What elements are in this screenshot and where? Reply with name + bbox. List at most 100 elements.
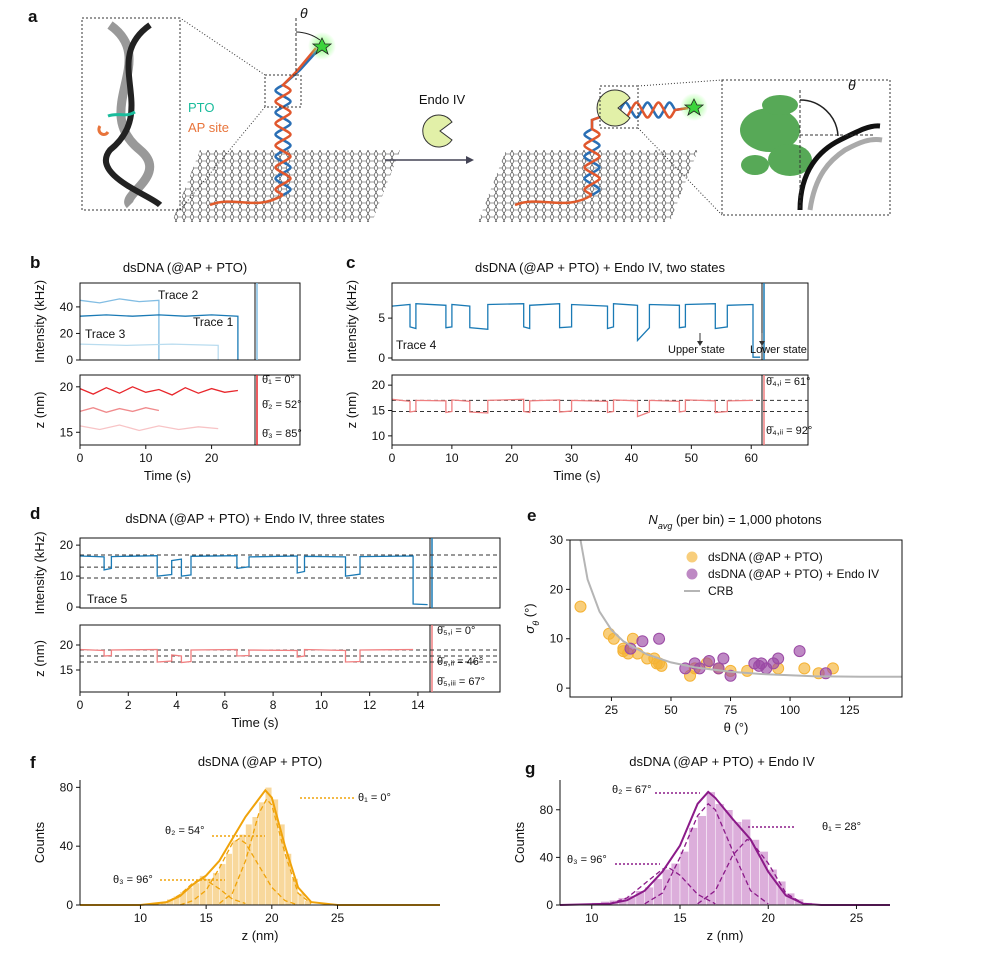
x-tick-label: 10 bbox=[134, 911, 148, 925]
x-tick-label: 2 bbox=[125, 698, 132, 712]
plot-frame bbox=[79, 537, 431, 609]
plot-frame bbox=[391, 374, 763, 446]
dna-strand bbox=[274, 47, 317, 197]
y-tick-label: 0 bbox=[66, 600, 73, 614]
x-axis-label: Time (s) bbox=[144, 468, 191, 483]
y-axis-label: Intensity (kHz) bbox=[344, 280, 359, 363]
chart-title-main: N bbox=[648, 512, 658, 527]
inset-dna bbox=[807, 137, 883, 211]
x-tick-label: 20 bbox=[505, 451, 519, 465]
y-tick-label: 10 bbox=[60, 569, 74, 583]
y-tick-label: 20 bbox=[60, 538, 74, 552]
y-axis-label: Intensity (kHz) bbox=[32, 531, 47, 614]
y-tick-label: 10 bbox=[550, 632, 564, 646]
hist-bar bbox=[715, 803, 725, 906]
fit-curve bbox=[218, 797, 312, 905]
x-tick-label: 50 bbox=[685, 451, 699, 465]
legend-marker bbox=[686, 551, 698, 563]
y-tick-label: 15 bbox=[372, 404, 386, 418]
x-tick-label: 0 bbox=[389, 451, 396, 465]
endo-iv-icon bbox=[422, 114, 453, 148]
annotation: Lower state bbox=[750, 344, 807, 356]
fit-curve bbox=[697, 838, 804, 905]
y-tick-label: 0 bbox=[556, 681, 563, 695]
annotation: θ̄₃ = 85° bbox=[262, 428, 302, 440]
x-tick-label: 75 bbox=[724, 703, 738, 717]
x-tick-label: 6 bbox=[221, 698, 228, 712]
annotation: θ̄₅,ᵢ = 0° bbox=[437, 625, 475, 637]
x-tick-label: 25 bbox=[850, 911, 864, 925]
point bbox=[574, 600, 587, 613]
annotation: θ̄₂ = 52° bbox=[262, 399, 302, 411]
point bbox=[772, 652, 785, 665]
legend-label: dsDNA (@AP + PTO) + Endo IV bbox=[708, 567, 879, 581]
protein bbox=[740, 95, 812, 176]
inset-helix bbox=[103, 22, 163, 208]
hist-bar bbox=[662, 869, 672, 906]
y-tick-label: 20 bbox=[372, 378, 386, 392]
hist-bar bbox=[265, 787, 273, 906]
chart-title: dsDNA (@AP + PTO) + Endo IV, two states bbox=[475, 260, 725, 275]
plot-frame bbox=[569, 539, 903, 698]
hist-bar bbox=[732, 821, 743, 906]
trace bbox=[79, 407, 160, 413]
x-tick-label: 4 bbox=[173, 698, 180, 712]
point bbox=[712, 662, 725, 675]
point bbox=[653, 632, 666, 645]
trace bbox=[79, 314, 239, 360]
y-tick-label: 0 bbox=[546, 898, 553, 912]
fluorophore bbox=[311, 37, 333, 55]
x-tick-label: 30 bbox=[565, 451, 579, 465]
arrowhead bbox=[466, 156, 474, 164]
annotation: θ₁ = 0° bbox=[358, 792, 391, 804]
theta-label: θ bbox=[848, 77, 856, 93]
annotation: θ₃ = 96° bbox=[567, 854, 607, 866]
legend-marker bbox=[686, 568, 698, 580]
y-tick-label: 0 bbox=[66, 353, 73, 367]
point bbox=[798, 662, 811, 675]
point bbox=[717, 652, 730, 665]
fit-curve bbox=[559, 790, 890, 906]
inset-box bbox=[81, 17, 181, 211]
y-tick-label: 40 bbox=[540, 850, 554, 864]
y-axis-label: Counts bbox=[512, 821, 527, 863]
state-arrowhead bbox=[759, 341, 765, 346]
point bbox=[655, 659, 668, 672]
trace bbox=[79, 424, 219, 432]
y-tick-label: 10 bbox=[372, 429, 386, 443]
plot-frame bbox=[79, 624, 431, 693]
x-tick-label: 8 bbox=[270, 698, 277, 712]
annotation: θ₂ = 67° bbox=[612, 784, 652, 796]
inset-dna bbox=[797, 123, 881, 211]
inset-box bbox=[721, 79, 891, 216]
x-tick-label: 60 bbox=[745, 451, 759, 465]
fluorophore bbox=[683, 98, 705, 116]
chart-title-sub: avg bbox=[658, 521, 673, 531]
y-tick-label: 30 bbox=[550, 533, 564, 547]
chart-title: dsDNA (@AP + PTO) + Endo IV bbox=[629, 754, 815, 769]
annotation: θ̄₄,ᵢ = 61° bbox=[766, 376, 811, 388]
point bbox=[703, 654, 716, 667]
annotation: θ̄₄,ᵢᵢ = 92° bbox=[766, 425, 812, 437]
chart-title: Navg (per bin) = 1,000 photons bbox=[648, 512, 822, 531]
x-tick-label: 0 bbox=[77, 451, 84, 465]
annotation: θ̄₁ = 0° bbox=[262, 374, 295, 386]
point bbox=[793, 645, 806, 658]
chart-title: dsDNA (@AP + PTO) bbox=[123, 260, 247, 275]
trace bbox=[391, 303, 761, 358]
side-histogram-box bbox=[429, 537, 501, 609]
fit-curve bbox=[644, 802, 769, 905]
point bbox=[724, 669, 737, 682]
panel-label: b bbox=[30, 253, 40, 272]
panel-label: f bbox=[30, 753, 36, 772]
zoom-line bbox=[179, 106, 266, 211]
point bbox=[636, 635, 649, 648]
x-tick-label: 100 bbox=[780, 703, 800, 717]
y-axis-label: Counts bbox=[32, 821, 47, 863]
trace-label: Trace 1 bbox=[193, 315, 234, 329]
y-tick-label: 15 bbox=[60, 663, 74, 677]
y-axis-label: z (nm) bbox=[344, 392, 359, 429]
x-tick-label: 14 bbox=[411, 698, 425, 712]
y-tick-label: 80 bbox=[540, 803, 554, 817]
